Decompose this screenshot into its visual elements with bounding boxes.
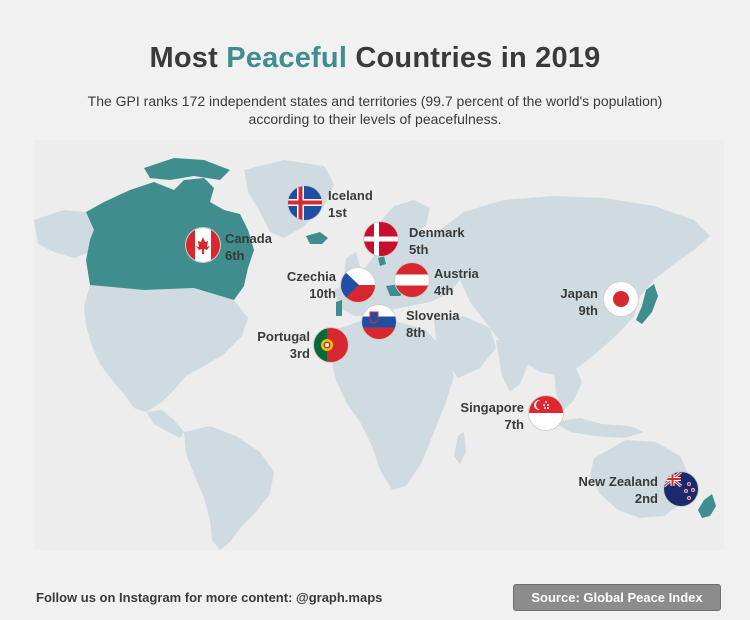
slovenia-flag-icon — [362, 305, 396, 339]
label-czechia: Czechia 10th — [286, 269, 336, 301]
world-map — [34, 140, 724, 550]
source-badge: Source: Global Peace Index — [513, 584, 721, 611]
canada-arctic-islands — [144, 158, 230, 180]
label-singapore: Singapore 7th — [460, 400, 524, 432]
label-canada: Canada 6th — [225, 231, 272, 263]
iceland-flag-icon — [288, 186, 322, 220]
canada-flag-icon — [186, 228, 220, 262]
footer-follow-text[interactable]: Follow us on Instagram for more content:… — [36, 590, 383, 605]
title-suffix: Countries in 2019 — [347, 42, 601, 74]
page-title: Most Peaceful Countries in 2019 — [0, 42, 750, 75]
title-prefix: Most — [149, 42, 227, 74]
japan-flag-icon — [604, 282, 638, 316]
indonesia-landmass — [554, 418, 644, 438]
world-map-svg — [34, 140, 724, 550]
label-denmark: Denmark 5th — [409, 225, 465, 257]
australia-landmass — [590, 440, 690, 518]
label-slovenia: Slovenia 8th — [406, 308, 460, 340]
denmark-landmass — [378, 256, 386, 266]
czechia-flag-icon — [341, 268, 375, 302]
singapore-flag-icon — [529, 396, 563, 430]
iceland-landmass — [306, 232, 328, 244]
north-america-landmass — [84, 285, 248, 412]
asia-landmass — [434, 196, 710, 376]
new-zealand-landmass — [698, 494, 716, 518]
label-austria: Austria 4th — [434, 266, 479, 298]
southeast-asia-landmass — [554, 364, 582, 410]
africa-landmass — [330, 320, 454, 490]
austria-flag-icon — [395, 263, 429, 297]
label-new-zealand: New Zealand 2nd — [578, 474, 658, 506]
alaska-landmass — [34, 210, 94, 258]
label-iceland: Iceland 1st — [328, 188, 373, 220]
title-accent: Peaceful — [226, 42, 348, 74]
south-america-landmass — [184, 426, 274, 550]
new-zealand-flag-icon — [664, 472, 698, 506]
japan-landmass — [636, 284, 658, 324]
denmark-flag-icon — [364, 222, 398, 256]
label-portugal: Portugal 3rd — [257, 329, 310, 361]
central-america-landmass — [146, 410, 184, 438]
label-japan: Japan 9th — [560, 286, 598, 318]
middle-east-landmass — [434, 316, 496, 378]
subtitle: The GPI ranks 172 independent states and… — [87, 93, 663, 127]
canada-landmass — [86, 178, 254, 300]
madagascar-landmass — [454, 432, 466, 464]
portugal-flag-icon — [314, 328, 348, 362]
india-landmass — [496, 340, 530, 392]
portugal-landmass — [336, 300, 342, 316]
